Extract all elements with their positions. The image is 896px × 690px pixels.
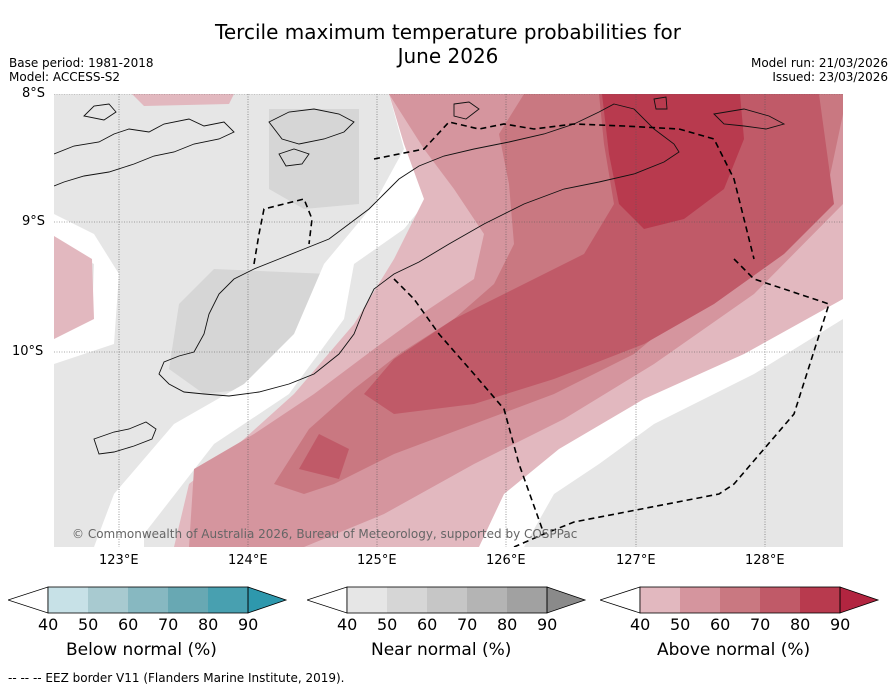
lon-label-126e: 126°E	[486, 553, 526, 568]
colorbar-near-normal-tick-70: 70	[457, 615, 478, 634]
alor-coast	[268, 108, 355, 145]
colorbar-near-normal-right-extension	[546, 586, 587, 614]
lat-label-9s: 9°S	[22, 214, 46, 229]
base-period: Base period: 1981-2018	[9, 56, 154, 70]
colorbar-below-normal-tick-60: 60	[118, 615, 139, 634]
colorbar-below-normal-tick-50: 50	[78, 615, 99, 634]
above-normal-80-region	[602, 94, 744, 229]
colorbar-above-normal-tick-50: 50	[670, 615, 691, 634]
colorbar-near-normal-left-extension	[305, 586, 348, 614]
colorbar-below-normal-tick-90: 90	[238, 615, 259, 634]
lon-label-123e: 123°E	[99, 553, 139, 568]
colorbar-above-normal-tick-40: 40	[630, 615, 651, 634]
title-line-1: Tercile maximum temperature probabilitie…	[215, 20, 681, 44]
colorbar-below-normal-right-extension	[247, 586, 288, 614]
colorbar-below-normal-segment-4	[208, 587, 248, 613]
colorbar-near-normal	[305, 585, 587, 615]
model-run: Model run: 21/03/2026	[750, 56, 888, 70]
near-normal-50-patch-north	[269, 109, 359, 209]
flores-coast	[54, 118, 235, 187]
lon-label-125e: 125°E	[357, 553, 397, 568]
white-contour-gap-east	[474, 294, 843, 547]
lat-label-8s: 8°S	[22, 86, 46, 101]
above-normal-40-region-west	[54, 236, 94, 339]
colorbar-near-normal-tick-90: 90	[537, 615, 558, 634]
island-coast-3	[653, 96, 668, 110]
colorbar-above-normal-graphic	[598, 586, 880, 614]
island-coast-1	[83, 103, 117, 121]
colorbar-above-normal-segment-3	[760, 587, 800, 613]
colorbar-below-normal-tick-40: 40	[38, 615, 59, 634]
island-coast-2	[278, 148, 310, 167]
issued-date: Issued: 23/03/2026	[772, 70, 888, 84]
colorbar-above-normal-label: Above normal (%)	[657, 640, 811, 660]
colorbar-above-normal	[598, 585, 880, 615]
island-coast-4	[713, 108, 786, 130]
colorbar-below-normal-tick-70: 70	[158, 615, 179, 634]
colorbar-above-normal-tick-90: 90	[830, 615, 851, 634]
colorbar-above-normal-right-extension	[839, 586, 880, 614]
colorbar-near-normal-label: Near normal (%)	[371, 640, 512, 660]
colorbar-below-normal	[6, 585, 288, 615]
colorbar-near-normal-tick-40: 40	[337, 615, 358, 634]
colorbar-near-normal-segment-0	[347, 587, 387, 613]
eez-footer-note: -- -- -- EEZ border V11 (Flanders Marine…	[8, 671, 345, 685]
colorbar-near-normal-segment-4	[507, 587, 547, 613]
lon-label-124e: 124°E	[228, 553, 268, 568]
colorbar-near-normal-tick-50: 50	[377, 615, 398, 634]
coastlines	[54, 96, 786, 455]
colorbar-above-normal-segment-4	[800, 587, 840, 613]
colorbar-near-normal-tick-60: 60	[417, 615, 438, 634]
colorbar-above-normal-frame	[639, 586, 841, 614]
colorbar-below-normal-segment-2	[128, 587, 168, 613]
lat-label-10s: 10°S	[12, 344, 44, 359]
colorbar-near-normal-segment-2	[427, 587, 467, 613]
colorbar-near-normal-segment-1	[387, 587, 427, 613]
model-name: Model: ACCESS-S2	[9, 70, 121, 84]
colorbar-below-normal-segment-0	[48, 587, 88, 613]
above-normal-40-strip-north	[132, 94, 234, 106]
colorbar-above-normal-segment-1	[680, 587, 720, 613]
copyright-text: © Commonwealth of Australia 2026, Bureau…	[72, 527, 577, 541]
colorbar-below-normal-frame	[47, 586, 249, 614]
colorbar-above-normal-tick-80: 80	[790, 615, 811, 634]
colorbar-near-normal-segment-3	[467, 587, 507, 613]
map-title: Tercile maximum temperature probabilitie…	[0, 20, 896, 68]
colorbar-above-normal-tick-60: 60	[710, 615, 731, 634]
colorbar-near-normal-frame	[346, 586, 548, 614]
lon-label-127e: 127°E	[616, 553, 656, 568]
gridlines	[54, 94, 843, 547]
above-normal-70-patch	[299, 434, 349, 479]
island-coast-5	[453, 101, 480, 120]
colorbar-below-normal-label: Below normal (%)	[66, 640, 217, 660]
colorbar-below-normal-graphic	[6, 586, 288, 614]
colorbar-near-normal-tick-80: 80	[497, 615, 518, 634]
sumba-coast-tip	[93, 421, 157, 455]
title-line-2: June 2026	[397, 44, 499, 68]
lon-label-128e: 128°E	[745, 553, 785, 568]
colorbar-above-normal-segment-0	[640, 587, 680, 613]
colorbar-above-normal-tick-70: 70	[750, 615, 771, 634]
white-contour-gap	[94, 94, 449, 547]
colorbar-above-normal-left-extension	[598, 586, 641, 614]
colorbar-below-normal-segment-1	[88, 587, 128, 613]
colorbar-near-normal-graphic	[305, 586, 587, 614]
probability-map: © Commonwealth of Australia 2026, Bureau…	[54, 94, 843, 547]
timor-coast	[158, 103, 680, 397]
colorbar-below-normal-segment-3	[168, 587, 208, 613]
colorbar-below-normal-left-extension	[6, 586, 49, 614]
colorbar-above-normal-segment-2	[720, 587, 760, 613]
eez-border	[253, 121, 831, 547]
colorbar-below-normal-tick-80: 80	[198, 615, 219, 634]
